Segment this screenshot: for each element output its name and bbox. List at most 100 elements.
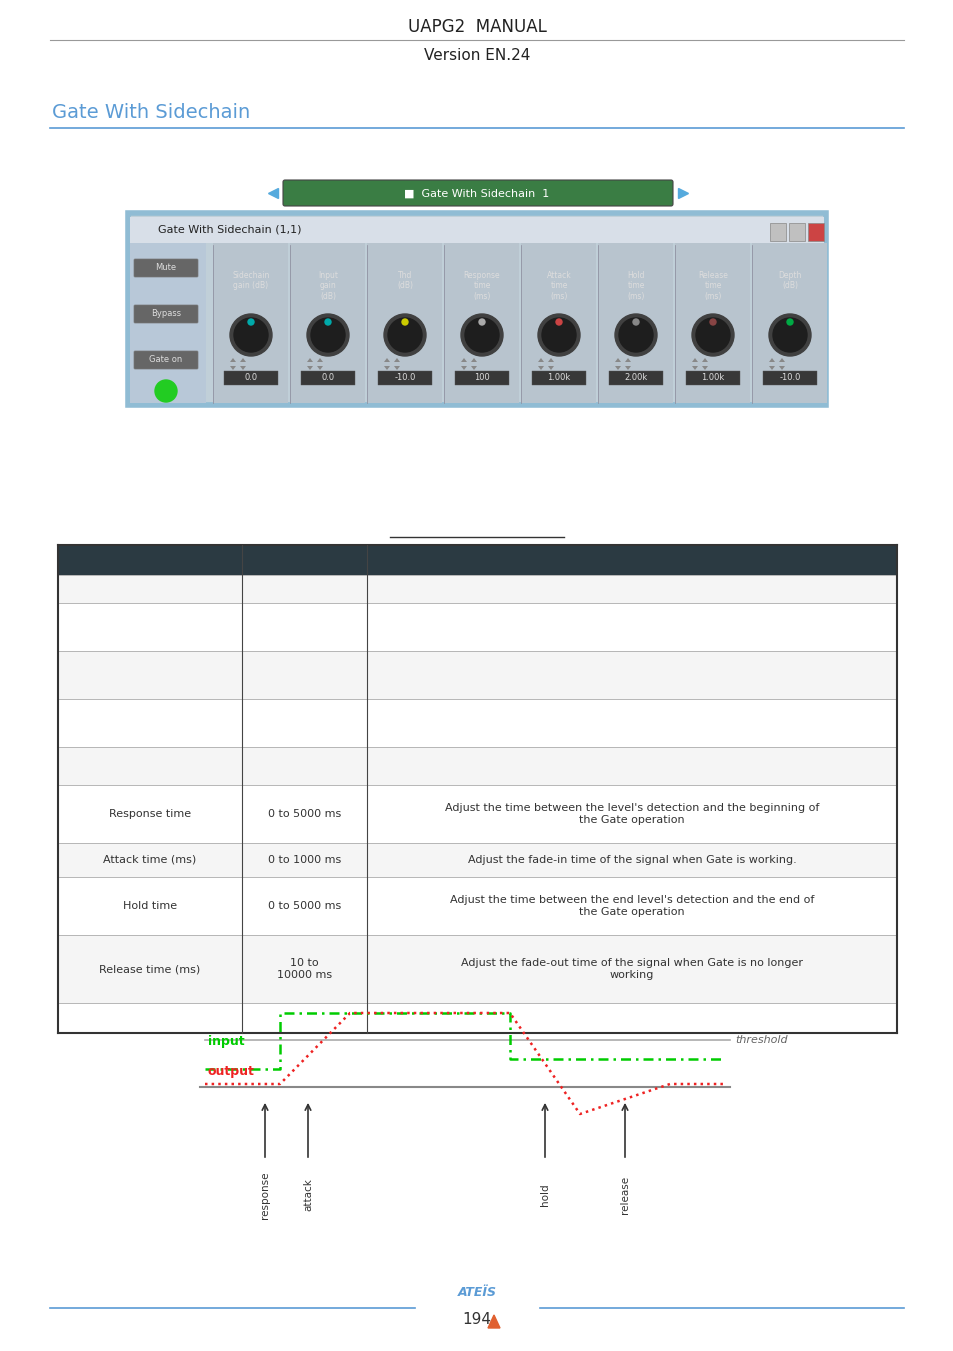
Text: 0 to 1000 ms: 0 to 1000 ms	[268, 855, 341, 865]
Text: 194: 194	[462, 1313, 491, 1328]
Bar	[769, 223, 785, 240]
Text: UAPG2  MANUAL: UAPG2 MANUAL	[407, 18, 546, 36]
Bar	[242, 747, 367, 785]
Bar	[367, 843, 896, 877]
Bar	[242, 935, 367, 1002]
Circle shape	[541, 317, 576, 353]
Text: Bypass: Bypass	[151, 309, 181, 319]
Bar	[751, 243, 826, 403]
Text: Mute: Mute	[155, 263, 176, 273]
Text: Version EN.24: Version EN.24	[423, 49, 530, 63]
Bar	[367, 747, 896, 785]
Bar	[58, 747, 242, 785]
Bar	[762, 372, 816, 385]
Text: threshold: threshold	[734, 1035, 787, 1046]
Circle shape	[230, 313, 272, 357]
Bar	[242, 603, 367, 651]
Bar	[130, 218, 823, 243]
Bar	[367, 243, 441, 403]
Polygon shape	[240, 366, 246, 370]
Bar	[685, 372, 740, 385]
Text: input: input	[208, 1035, 244, 1048]
Polygon shape	[624, 358, 630, 362]
Text: -10.0: -10.0	[779, 373, 800, 382]
Polygon shape	[471, 358, 476, 362]
Bar	[58, 544, 896, 576]
Bar	[58, 935, 896, 1002]
Polygon shape	[307, 358, 313, 362]
Text: Adjust the fade-in time of the signal when Gate is working.: Adjust the fade-in time of the signal wh…	[467, 855, 796, 865]
Text: release: release	[619, 1175, 629, 1215]
Text: Gate With Sidechain (1,1): Gate With Sidechain (1,1)	[158, 226, 301, 235]
Bar	[58, 935, 242, 1002]
Bar	[58, 843, 242, 877]
Text: response: response	[260, 1171, 270, 1219]
Circle shape	[709, 319, 716, 326]
FancyBboxPatch shape	[133, 305, 198, 323]
Circle shape	[537, 313, 579, 357]
Bar	[788, 223, 804, 240]
Bar	[367, 603, 896, 651]
Bar	[367, 785, 896, 843]
Circle shape	[633, 319, 639, 326]
Bar	[58, 576, 896, 603]
Text: 0.0: 0.0	[244, 373, 257, 382]
Circle shape	[772, 317, 806, 353]
Text: 10 to
10000 ms: 10 to 10000 ms	[276, 958, 332, 979]
Circle shape	[768, 313, 810, 357]
Text: Response time: Response time	[109, 809, 191, 819]
FancyBboxPatch shape	[133, 351, 198, 369]
Polygon shape	[779, 358, 784, 362]
Bar	[301, 372, 355, 385]
Bar	[224, 372, 277, 385]
Polygon shape	[240, 358, 246, 362]
Circle shape	[154, 380, 177, 403]
Circle shape	[460, 313, 502, 357]
Text: Gate With Sidechain: Gate With Sidechain	[52, 103, 250, 122]
Text: 0.0: 0.0	[321, 373, 335, 382]
Text: Release time (ms): Release time (ms)	[99, 965, 200, 974]
Polygon shape	[768, 366, 774, 370]
Bar	[367, 651, 896, 698]
Text: 2.00k: 2.00k	[623, 373, 647, 382]
Circle shape	[248, 319, 253, 326]
Text: Sidechain
gain (dB): Sidechain gain (dB)	[233, 272, 270, 290]
Bar	[58, 785, 242, 843]
Bar	[58, 698, 896, 747]
Text: Adjust the time between the level's detection and the beginning of
the Gate oper: Adjust the time between the level's dete…	[444, 804, 819, 825]
Circle shape	[233, 317, 268, 353]
Bar	[58, 877, 242, 935]
Polygon shape	[779, 366, 784, 370]
Polygon shape	[316, 358, 323, 362]
Circle shape	[401, 319, 408, 326]
Bar	[213, 243, 288, 403]
Circle shape	[464, 317, 498, 353]
Polygon shape	[768, 358, 774, 362]
Bar	[807, 223, 823, 240]
Circle shape	[325, 319, 331, 326]
Circle shape	[478, 319, 484, 326]
Bar	[377, 372, 432, 385]
Bar	[455, 372, 509, 385]
Bar	[128, 213, 825, 405]
Bar	[58, 651, 896, 698]
Bar	[532, 372, 585, 385]
Polygon shape	[537, 366, 543, 370]
Text: Input
gain
(dB): Input gain (dB)	[317, 272, 337, 301]
Polygon shape	[701, 358, 707, 362]
Bar	[58, 698, 242, 747]
Polygon shape	[547, 358, 554, 362]
Polygon shape	[488, 1315, 499, 1328]
Bar	[58, 651, 242, 698]
Text: 100: 100	[474, 373, 489, 382]
Text: Depth
(dB): Depth (dB)	[778, 272, 801, 290]
Text: Hold time: Hold time	[123, 901, 177, 911]
Text: attack: attack	[303, 1178, 313, 1212]
Bar	[242, 785, 367, 843]
Text: 1.00k: 1.00k	[700, 373, 724, 382]
Text: Thd
(dB): Thd (dB)	[396, 272, 413, 290]
Text: output: output	[208, 1066, 254, 1078]
Polygon shape	[691, 358, 698, 362]
Bar	[58, 603, 896, 651]
Polygon shape	[384, 366, 390, 370]
